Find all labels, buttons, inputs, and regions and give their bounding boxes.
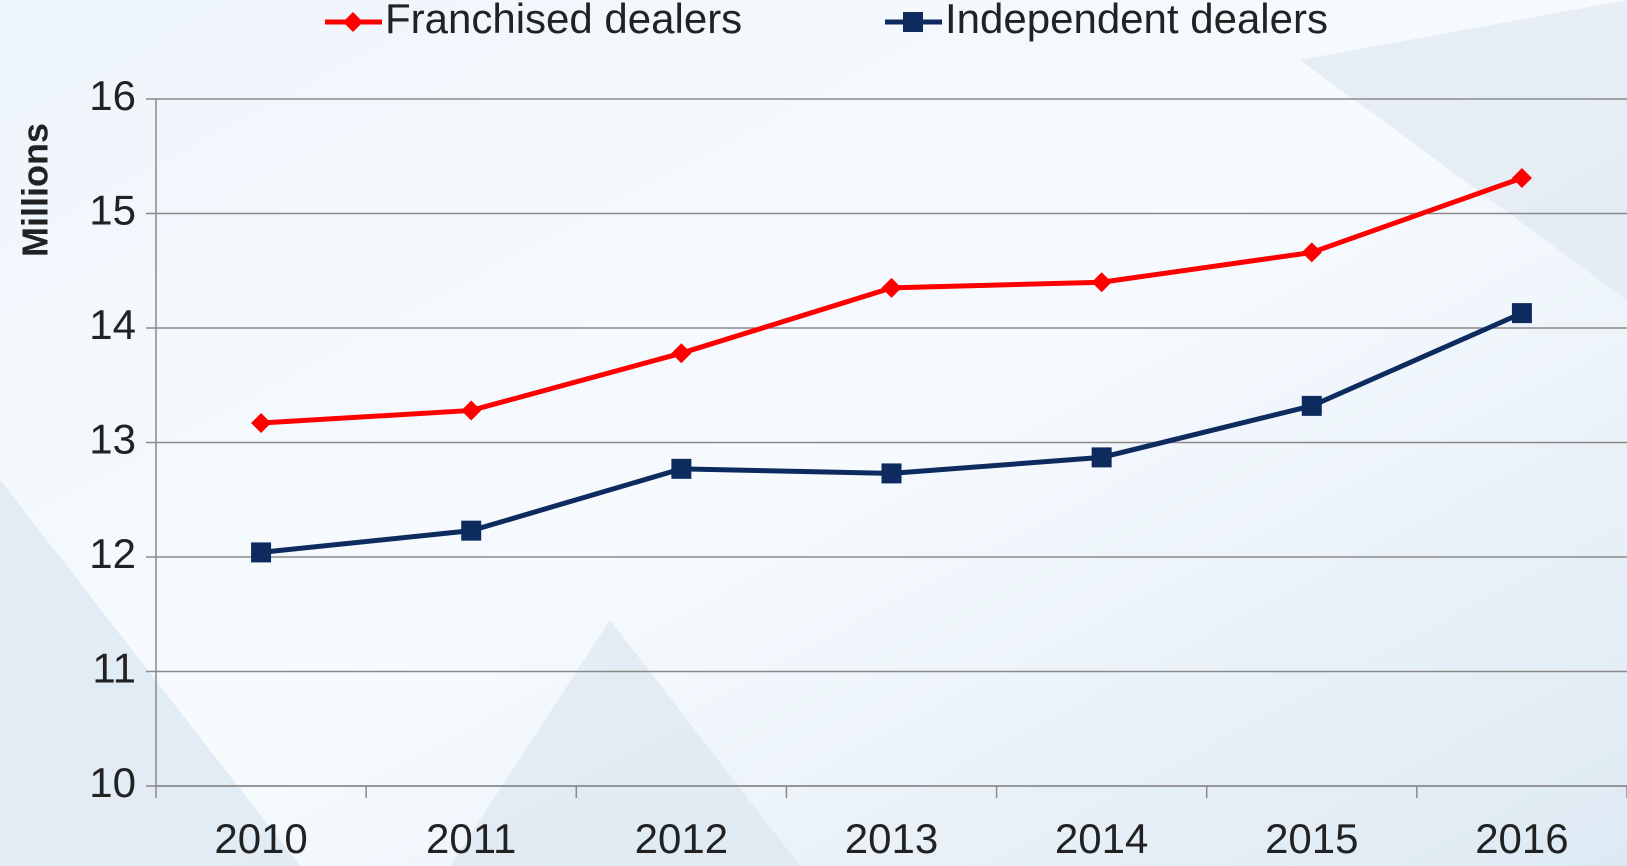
y-tick-label: 15	[89, 187, 136, 234]
bg-shape	[450, 620, 800, 866]
y-axis-label: Millions	[15, 123, 56, 257]
y-tick-label: 12	[89, 530, 136, 577]
bg-shape	[0, 480, 300, 866]
data-point	[461, 520, 482, 541]
x-tick-label: 2011	[426, 815, 516, 862]
data-point	[1091, 447, 1112, 468]
data-point	[251, 542, 272, 563]
legend-label: Independent dealers	[945, 0, 1328, 42]
y-tick-label: 11	[92, 645, 136, 692]
legend-marker	[343, 12, 363, 32]
data-point	[671, 343, 692, 364]
y-tick-label: 10	[89, 759, 136, 806]
y-tick-label: 13	[89, 416, 136, 463]
x-tick-label: 2014	[1055, 815, 1148, 862]
x-tick-label: 2013	[845, 815, 938, 862]
x-tick-label: 2015	[1265, 815, 1358, 862]
legend-label: Franchised dealers	[385, 0, 742, 42]
data-point	[1511, 168, 1532, 189]
x-tick-label: 2010	[214, 815, 307, 862]
data-point	[881, 463, 902, 484]
data-point	[1511, 303, 1532, 324]
data-point	[671, 458, 692, 479]
data-point	[251, 413, 272, 434]
data-point	[1301, 242, 1322, 263]
y-tick-label: 16	[89, 72, 136, 119]
data-point	[461, 400, 482, 421]
x-tick-label: 2016	[1475, 815, 1568, 862]
data-point	[881, 277, 902, 298]
x-tick-label: 2012	[635, 815, 728, 862]
data-point	[1301, 395, 1322, 416]
y-tick-label: 14	[89, 301, 136, 348]
bg-shape	[1300, 0, 1627, 300]
legend-marker	[903, 12, 923, 32]
data-point	[1091, 272, 1112, 293]
